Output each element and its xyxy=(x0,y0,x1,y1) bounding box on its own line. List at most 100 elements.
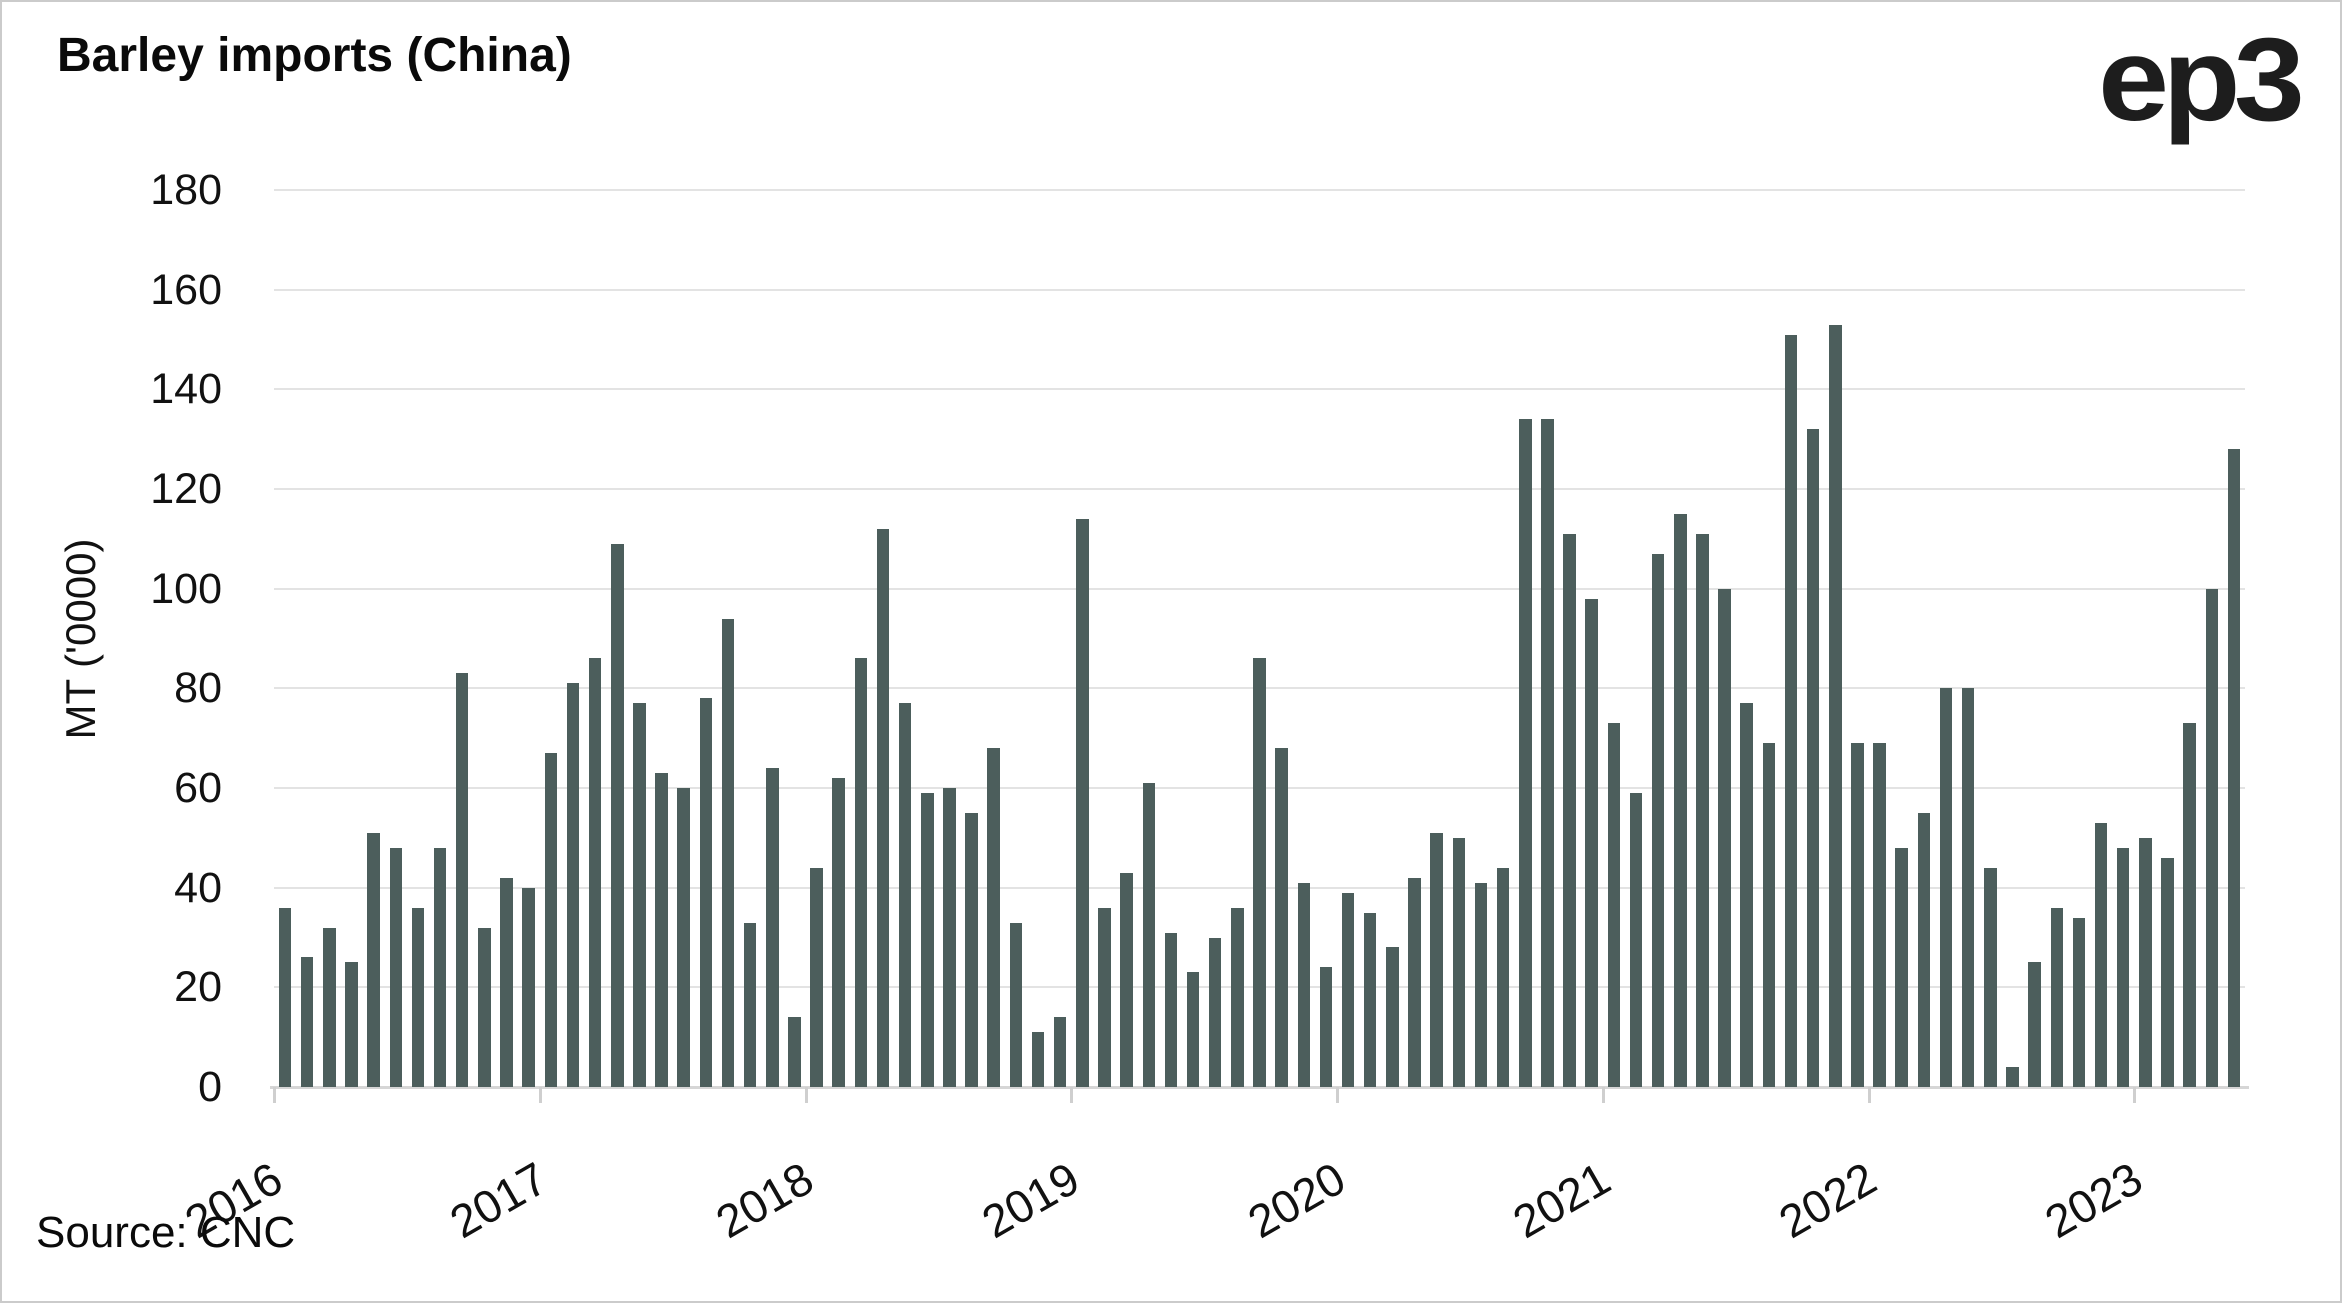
bar-2017-08 xyxy=(699,698,713,1087)
bar-2021-12 xyxy=(1851,743,1864,1087)
bar-2020-12 xyxy=(1585,598,1598,1087)
bar-2018-03 xyxy=(854,658,868,1087)
bar-2022-09 xyxy=(2050,907,2063,1087)
x-tick-mark-2018 xyxy=(804,1087,808,1103)
y-tick-label-160: 160 xyxy=(150,265,222,314)
bar-2016-10 xyxy=(478,927,491,1087)
y-tick-label-140: 140 xyxy=(150,365,222,414)
bar-2023-04 xyxy=(2205,588,2219,1087)
bar-2016-08 xyxy=(433,847,447,1087)
bar-2020-01 xyxy=(1341,892,1355,1087)
bar-2020-08 xyxy=(1496,867,1510,1087)
bar-2019-05 xyxy=(1164,932,1178,1087)
gridline-120 xyxy=(274,488,2245,490)
bar-2021-04 xyxy=(1674,513,1687,1087)
bar-2019-08 xyxy=(1231,907,1244,1087)
x-tick-mark-2017 xyxy=(538,1087,542,1103)
bar-2022-10 xyxy=(2072,917,2086,1087)
bar-2022-01 xyxy=(1873,743,1886,1087)
bar-2019-10 xyxy=(1275,748,1288,1087)
bar-2019-06 xyxy=(1186,972,1200,1087)
bar-2016-07 xyxy=(411,907,425,1087)
bar-2019-09 xyxy=(1253,658,1266,1087)
bar-2021-08 xyxy=(1762,743,1776,1087)
brand-logo: ep3 xyxy=(2097,14,2305,146)
x-tick-label-2019: 2019 xyxy=(973,1151,1088,1249)
source-note: Source: CNC xyxy=(36,1208,296,1257)
bar-2017-04 xyxy=(611,543,624,1087)
x-tick-mark-2022 xyxy=(1867,1087,1871,1103)
bar-2023-05 xyxy=(2227,449,2241,1087)
bar-2020-07 xyxy=(1474,882,1488,1087)
bar-2017-05 xyxy=(633,703,646,1087)
bar-2018-05 xyxy=(898,703,912,1087)
x-tick-label-2018: 2018 xyxy=(707,1151,823,1249)
bar-2017-06 xyxy=(655,773,668,1087)
bar-2018-11 xyxy=(1031,1032,1045,1087)
bar-2018-09 xyxy=(987,748,1000,1087)
bar-2017-01 xyxy=(544,753,558,1087)
bar-2021-06 xyxy=(1718,588,1731,1087)
bar-2017-07 xyxy=(677,788,690,1087)
bar-2018-06 xyxy=(921,792,934,1087)
bar-2020-04 xyxy=(1408,877,1421,1087)
bar-2022-06 xyxy=(1984,867,1997,1087)
bar-2020-02 xyxy=(1363,912,1377,1087)
bar-2020-09 xyxy=(1519,419,1532,1087)
gridline-100 xyxy=(274,587,2245,590)
bar-2016-01 xyxy=(278,907,292,1087)
bar-2022-03 xyxy=(1917,812,1931,1087)
bar-2021-05 xyxy=(1696,533,1709,1087)
bar-2020-11 xyxy=(1563,533,1576,1087)
y-tick-label-120: 120 xyxy=(150,465,222,513)
bar-2019-03 xyxy=(1120,872,1133,1087)
x-tick-mark-2023 xyxy=(2133,1087,2137,1103)
bar-2016-12 xyxy=(522,887,535,1087)
bar-2017-12 xyxy=(788,1017,801,1087)
bar-2022-05 xyxy=(1961,688,1975,1087)
x-tick-label-2020: 2020 xyxy=(1238,1151,1354,1249)
x-tick-label-2023: 2023 xyxy=(2036,1151,2151,1249)
bar-2017-09 xyxy=(721,618,735,1087)
bar-2016-04 xyxy=(345,962,358,1087)
bar-2016-11 xyxy=(500,877,513,1087)
x-tick-label-2021: 2021 xyxy=(1504,1151,1620,1249)
x-axis-line xyxy=(270,1086,2249,1089)
bar-2021-10 xyxy=(1806,429,1820,1087)
bar-2017-03 xyxy=(588,658,602,1087)
bar-2021-03 xyxy=(1651,553,1665,1087)
bar-2020-10 xyxy=(1541,419,1554,1087)
bar-2020-06 xyxy=(1452,837,1466,1087)
x-tick-mark-2021 xyxy=(1601,1087,1605,1103)
bar-2022-08 xyxy=(2028,962,2041,1087)
y-tick-label-20: 20 xyxy=(174,963,222,1012)
bar-2017-02 xyxy=(566,683,580,1087)
bar-2018-12 xyxy=(1053,1017,1067,1087)
bar-2020-03 xyxy=(1386,947,1399,1087)
bar-2016-09 xyxy=(455,673,469,1087)
bar-2019-01 xyxy=(1076,518,1089,1087)
bar-2022-02 xyxy=(1895,847,1908,1087)
bar-2021-11 xyxy=(1829,324,1842,1087)
bar-2018-01 xyxy=(810,867,823,1087)
bar-2020-05 xyxy=(1430,832,1443,1087)
plot-area xyxy=(270,189,2249,1089)
y-tick-label-0: 0 xyxy=(198,1063,222,1111)
bar-2019-04 xyxy=(1142,783,1156,1087)
x-tick-label-2017: 2017 xyxy=(441,1151,557,1249)
gridline-180 xyxy=(274,189,2245,191)
y-tick-label-100: 100 xyxy=(150,564,222,613)
bar-2019-12 xyxy=(1319,967,1333,1087)
bar-2018-04 xyxy=(876,528,890,1087)
bar-2016-02 xyxy=(300,957,314,1087)
x-tick-mark-2016 xyxy=(273,1087,276,1103)
bar-2019-02 xyxy=(1098,907,1111,1087)
bar-2018-02 xyxy=(832,778,845,1087)
y-tick-label-60: 60 xyxy=(174,764,222,812)
bar-2016-06 xyxy=(389,847,403,1087)
bar-2021-02 xyxy=(1629,792,1643,1087)
bar-2022-04 xyxy=(1939,688,1953,1087)
bar-2016-03 xyxy=(323,927,336,1087)
gridline-140 xyxy=(274,388,2245,391)
